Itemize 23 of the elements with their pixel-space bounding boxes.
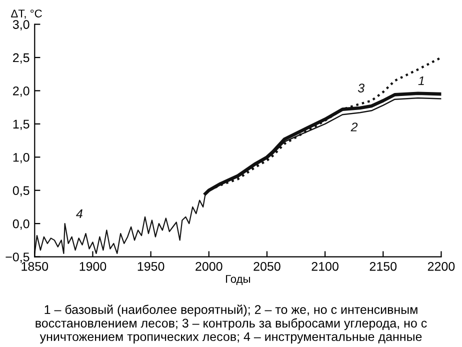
x-tick-label: 1950 [138,262,164,271]
y-axis-title: ΔT, °C [11,10,42,19]
x-axis-title: Годы [226,275,250,285]
y-tick-label: 0,5 [12,186,30,196]
x-tick-label: 1900 [80,262,106,271]
series-label: 2 [350,122,358,132]
y-tick-label: 1,5 [13,120,30,130]
x-tick-label: 2000 [196,262,222,271]
series-label: 4 [76,209,82,218]
y-tick-label: −0,5 [6,252,30,263]
y-tick-label: 0,0 [12,219,30,230]
series-label: 3 [358,84,364,92]
x-tick-label: 2200 [428,262,455,271]
x-tick-label: 1850 [22,262,48,271]
x-tick-label: 2150 [370,262,397,271]
series-label: 1 [418,76,424,86]
y-tick-label: 2,0 [13,86,30,97]
y-tick-label: 3,0 [12,20,30,30]
x-tick-label: 2100 [312,262,338,271]
y-tick-label: 1,0 [13,152,30,164]
x-tick-label: 2050 [254,262,280,271]
y-tick-label: 2,5 [13,53,30,64]
text: 1 – базовый (наиболее вероятный); 2 – то же, но с интенсивным восстановлением лесов; 3 – контроль за выбросами углерода, но с уничтожением тропических лесов; 4 – инструментальные данные [36,304,427,344]
